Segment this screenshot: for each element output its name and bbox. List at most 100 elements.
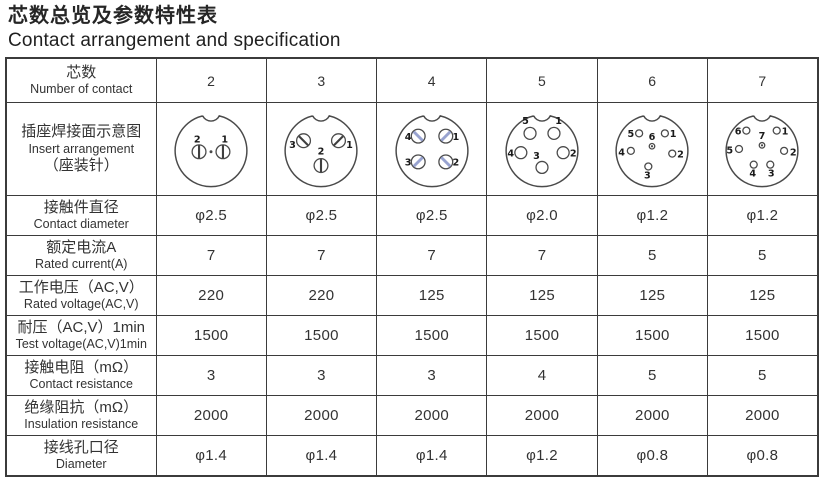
page-title-zh: 芯数总览及参数特性表: [8, 5, 218, 27]
row-label-en: Insulation resistance: [24, 417, 139, 432]
cell-value: 5: [706, 355, 819, 396]
row-label-contact-diameter: 接触件直径 Contact diameter: [5, 195, 157, 236]
svg-text:3: 3: [768, 169, 775, 180]
cell-value: 220: [155, 275, 267, 316]
cell-value: 1500: [596, 315, 708, 356]
svg-text:2: 2: [194, 135, 201, 146]
insert-diagram-3pin: 3 1 2: [267, 104, 375, 195]
cell-value: φ1.4: [265, 435, 378, 477]
svg-text:2: 2: [677, 149, 684, 160]
row-label-insert-arrangement: 插座焊接面示意图 Insert arrangement （座装针）: [5, 102, 157, 196]
cell-value: φ0.8: [596, 435, 708, 477]
svg-text:7: 7: [759, 131, 766, 142]
cell-value: 3: [155, 355, 267, 396]
table-row-insulation-resistance: 绝缘阻抗（mΩ） Insulation resistance 2000 2000…: [5, 395, 819, 436]
svg-text:1: 1: [782, 126, 789, 137]
svg-text:6: 6: [649, 132, 656, 143]
svg-text:4: 4: [507, 148, 514, 159]
cell-value: 3: [265, 355, 378, 396]
row-label-test-voltage: 耐压（AC,V）1min Test voltage(AC,V)1min: [5, 315, 157, 356]
cell-value: 3: [376, 355, 488, 396]
cell-value: 5: [706, 235, 819, 276]
row-label-insulation-resistance: 绝缘阻抗（mΩ） Insulation resistance: [5, 395, 157, 436]
row-label-en: Rated voltage(AC,V): [23, 297, 139, 312]
svg-text:3: 3: [404, 158, 411, 169]
cell-value: 1500: [155, 315, 267, 356]
cell-value: 7: [155, 235, 267, 276]
svg-text:3: 3: [290, 140, 297, 151]
cell-contacts-4: 4: [376, 57, 488, 103]
svg-text:1: 1: [670, 129, 677, 140]
cell-value: 2000: [706, 395, 819, 436]
svg-text:2: 2: [318, 147, 325, 158]
cell-contacts-5: 5: [486, 57, 598, 103]
row-label-rated-current: 额定电流A Rated current(A): [5, 235, 157, 276]
row-label-zh: 插座焊接面示意图: [21, 122, 142, 140]
row-label-number-of-contact: 芯数 Number of contact: [5, 57, 157, 103]
cell-value: φ1.2: [706, 195, 819, 236]
cell-value: 125: [596, 275, 708, 316]
cell-value: 4: [486, 355, 598, 396]
cell-value: 5: [596, 355, 708, 396]
cell-contacts-3: 3: [265, 57, 378, 103]
cell-value: φ1.2: [596, 195, 708, 236]
svg-text:1: 1: [452, 132, 459, 143]
table-row-contact-resistance: 接触电阻（mΩ） Contact resistance 3 3 3 4 5 5: [5, 355, 819, 396]
svg-text:5: 5: [628, 129, 635, 140]
cell-value: φ0.8: [706, 435, 819, 477]
row-label-en: Rated current(A): [35, 257, 128, 272]
row-label-zh: 额定电流A: [46, 238, 117, 256]
svg-text:1: 1: [222, 135, 229, 146]
cell-value: φ2.5: [376, 195, 488, 236]
cell-value: 1500: [486, 315, 598, 356]
table-row-rated-current: 额定电流A Rated current(A) 7 7 7 7 5 5: [5, 235, 819, 276]
row-label-zh: 芯数: [66, 63, 97, 81]
row-label-note: （座装针）: [43, 156, 119, 174]
svg-text:4: 4: [750, 169, 757, 180]
cell-value: φ2.0: [486, 195, 598, 236]
cell-value: φ1.4: [376, 435, 488, 477]
title-block: 芯数总览及参数特性表 Contact arrangement and speci…: [0, 0, 821, 52]
svg-text:2: 2: [452, 158, 459, 169]
svg-text:4: 4: [619, 147, 626, 158]
cell-value: 2000: [486, 395, 598, 436]
row-label-zh: 接触电阻（mΩ）: [24, 358, 139, 376]
insert-diagram-4pin: 4 1 3 2: [378, 104, 486, 195]
row-label-en: Diameter: [55, 457, 107, 472]
cell-value: 7: [265, 235, 378, 276]
table-row-wire-hole-diameter: 接线孔口径 Diameter φ1.4 φ1.4 φ1.4 φ1.2 φ0.8 …: [5, 435, 819, 477]
cell-value: 125: [706, 275, 819, 316]
cell-value: 2000: [376, 395, 488, 436]
cell-value: 2000: [265, 395, 378, 436]
row-label-en: Insert arrangement: [28, 141, 135, 156]
svg-text:3: 3: [644, 170, 651, 181]
cell-contacts-7: 7: [706, 57, 819, 103]
cell-value: 220: [265, 275, 378, 316]
insert-diagram-5pin: 5 1 4 2 3: [488, 104, 596, 195]
row-label-en: Test voltage(AC,V)1min: [15, 337, 147, 352]
svg-text:5: 5: [522, 116, 529, 127]
table-row-rated-voltage: 工作电压（AC,V） Rated voltage(AC,V) 220 220 1…: [5, 275, 819, 316]
svg-text:4: 4: [404, 132, 411, 143]
cell-value: 2000: [596, 395, 708, 436]
row-label-wire-hole-diameter: 接线孔口径 Diameter: [5, 435, 157, 477]
row-label-zh: 工作电压（AC,V）: [18, 278, 144, 296]
row-label-zh: 耐压（AC,V）1min: [17, 318, 146, 336]
cell-value: 7: [486, 235, 598, 276]
svg-text:6: 6: [735, 126, 742, 137]
row-label-rated-voltage: 工作电压（AC,V） Rated voltage(AC,V): [5, 275, 157, 316]
cell-value: 5: [596, 235, 708, 276]
cell-contacts-2: 2: [155, 57, 267, 103]
table-row-test-voltage: 耐压（AC,V）1min Test voltage(AC,V)1min 1500…: [5, 315, 819, 356]
table-row-contact-diameter: 接触件直径 Contact diameter φ2.5 φ2.5 φ2.5 φ2…: [5, 195, 819, 236]
cell-value: 1500: [706, 315, 819, 356]
row-label-zh: 接线孔口径: [43, 438, 119, 456]
cell-value: 2000: [155, 395, 267, 436]
cell-value: 1500: [265, 315, 378, 356]
cell-contacts-6: 6: [596, 57, 708, 103]
spec-table: 芯数 Number of contact 2 3 4 5 6 7 插座焊接面示意…: [5, 57, 819, 477]
cell-value: 125: [376, 275, 488, 316]
cell-value: 125: [486, 275, 598, 316]
